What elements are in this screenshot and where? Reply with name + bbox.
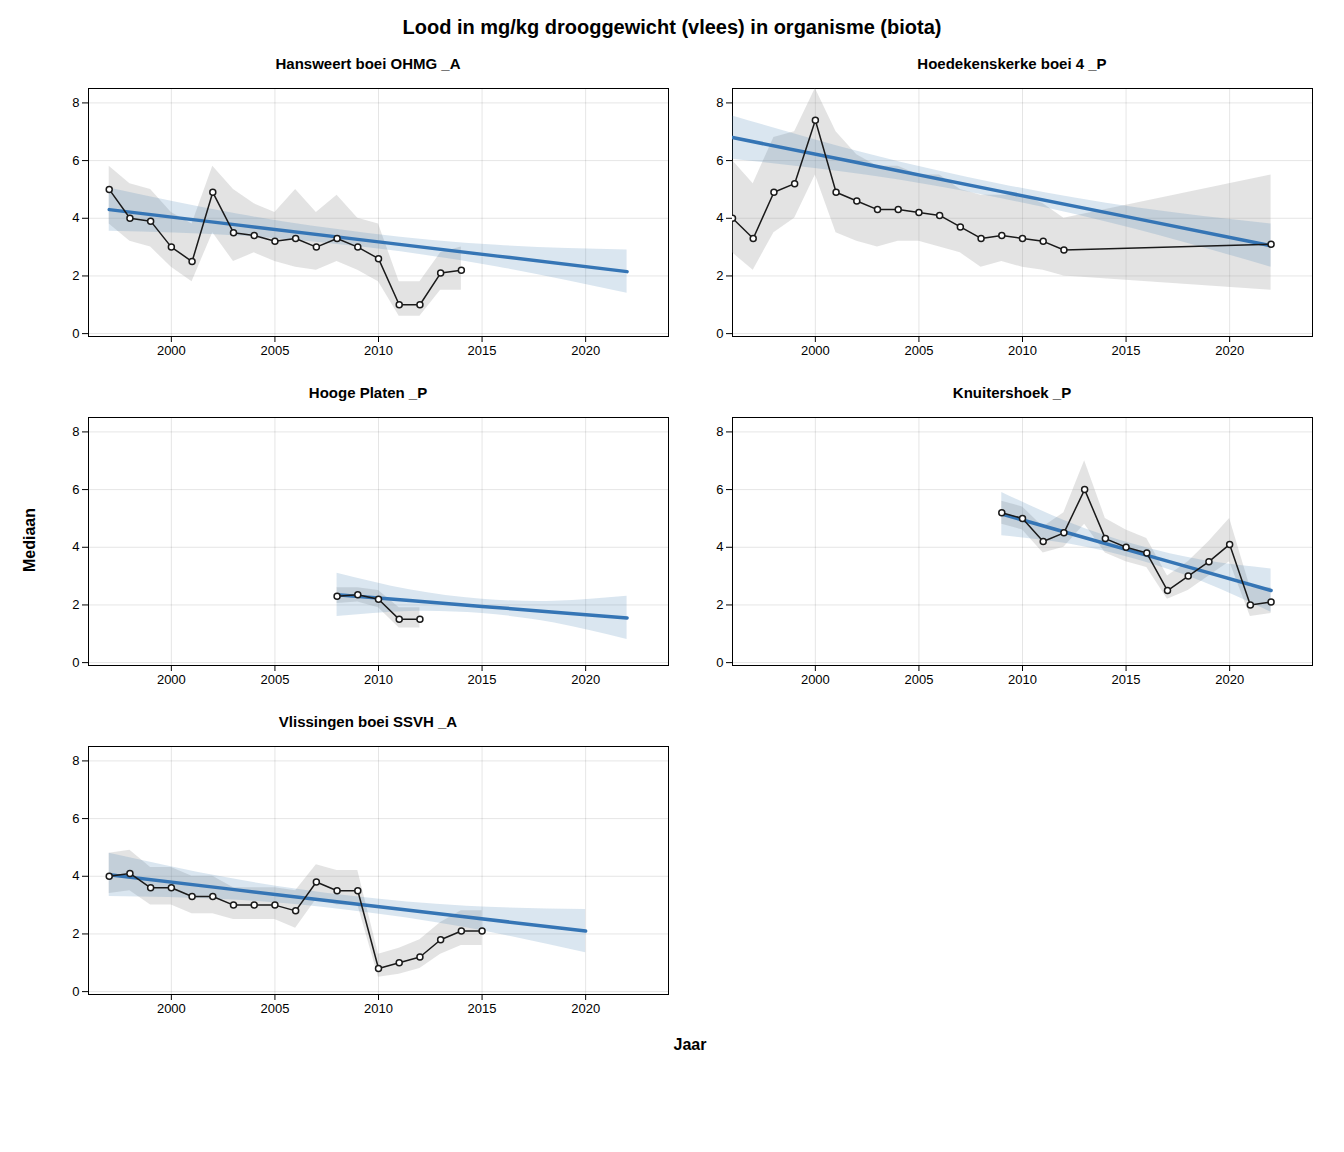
svg-text:2005: 2005: [260, 672, 289, 687]
svg-text:0: 0: [716, 326, 723, 341]
html-text:Knuitershoek _P: Knuitershoek _P: [952, 384, 1072, 401]
svg-text:8: 8: [716, 424, 723, 439]
svg-text:2005: 2005: [260, 1001, 289, 1016]
svg-text:6: 6: [72, 482, 79, 497]
svg-text:2015: 2015: [1112, 343, 1141, 358]
svg-text:0: 0: [72, 655, 79, 670]
svg-text:2010: 2010: [364, 343, 393, 358]
html-text:Vlissingen boei SSVH _A: Vlissingen boei SSVH _A: [278, 713, 458, 730]
svg-text:0: 0: [72, 326, 79, 341]
svg-text:2000: 2000: [157, 1001, 186, 1016]
svg-text:4: 4: [72, 539, 79, 554]
svg-text:2: 2: [72, 268, 79, 283]
svg-text:2: 2: [72, 926, 79, 941]
html-text:Mediaan: Mediaan: [21, 507, 38, 572]
html-text:Hoedekenskerke boei 4 _P: Hoedekenskerke boei 4 _P: [917, 55, 1107, 72]
svg-text:2005: 2005: [260, 343, 289, 358]
svg-text:4: 4: [72, 210, 79, 225]
svg-text:2010: 2010: [1008, 672, 1037, 687]
svg-text:4: 4: [716, 539, 723, 554]
svg-text:2000: 2000: [801, 343, 830, 358]
svg-text:2005: 2005: [904, 343, 933, 358]
svg-text:2015: 2015: [468, 672, 497, 687]
svg-text:2000: 2000: [801, 672, 830, 687]
svg-text:8: 8: [716, 95, 723, 110]
svg-text:2010: 2010: [364, 672, 393, 687]
svg-text:2000: 2000: [157, 672, 186, 687]
svg-text:8: 8: [72, 753, 79, 768]
svg-text:6: 6: [72, 811, 79, 826]
svg-text:2010: 2010: [364, 1001, 393, 1016]
svg-text:6: 6: [716, 153, 723, 168]
svg-text:2020: 2020: [571, 343, 600, 358]
svg-text:2020: 2020: [571, 1001, 600, 1016]
svg-text:2020: 2020: [1215, 343, 1244, 358]
svg-text:4: 4: [716, 210, 723, 225]
svg-text:2: 2: [716, 597, 723, 612]
svg-text:2015: 2015: [468, 343, 497, 358]
svg-text:6: 6: [716, 482, 723, 497]
svg-text:2005: 2005: [904, 672, 933, 687]
html-text:Hansweert boei OHMG _A: Hansweert boei OHMG _A: [275, 55, 461, 72]
svg-text:4: 4: [72, 868, 79, 883]
svg-text:8: 8: [72, 95, 79, 110]
svg-text:2010: 2010: [1008, 343, 1037, 358]
svg-text:0: 0: [72, 984, 79, 999]
svg-text:2020: 2020: [571, 672, 600, 687]
svg-text:6: 6: [72, 153, 79, 168]
svg-text:0: 0: [716, 655, 723, 670]
html-text:Hooge Platen _P: Hooge Platen _P: [308, 384, 428, 401]
html-text:Lood in mg/kg drooggewicht (vl: Lood in mg/kg drooggewicht (vlees) in or…: [402, 16, 942, 38]
svg-text:2: 2: [72, 597, 79, 612]
svg-text:2015: 2015: [1112, 672, 1141, 687]
svg-text:2020: 2020: [1215, 672, 1244, 687]
svg-text:8: 8: [72, 424, 79, 439]
html-text:Jaar: Jaar: [673, 1036, 707, 1053]
svg-text:2000: 2000: [157, 343, 186, 358]
svg-text:2015: 2015: [468, 1001, 497, 1016]
svg-text:2: 2: [716, 268, 723, 283]
